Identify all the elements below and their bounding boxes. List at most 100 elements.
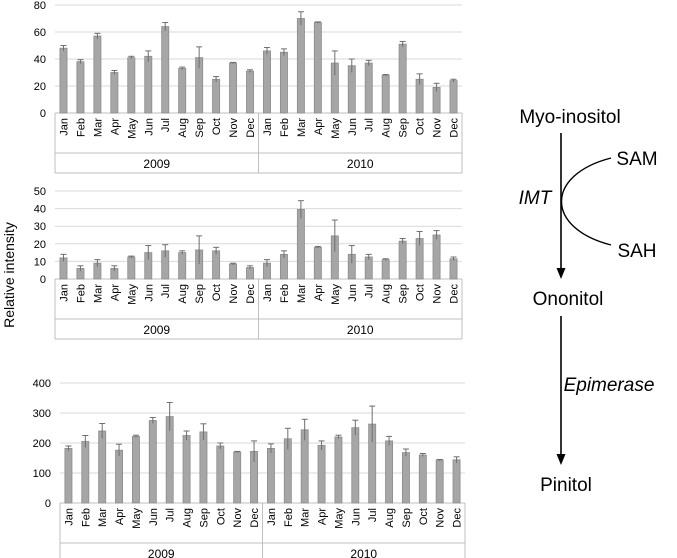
x-tick-label: Feb [75,284,87,303]
bar [127,256,136,280]
x-tick-label: Nov [228,284,240,304]
x-tick-label: Apr [317,508,329,525]
x-tick-label: Jun [143,118,155,136]
x-tick-label: Jul [160,118,172,132]
x-tick-label: Nov [228,118,240,138]
x-tick-label: Aug [384,508,396,528]
x-tick-label: Feb [279,118,291,137]
bar [347,65,356,114]
bar [385,440,394,504]
bar [212,78,221,114]
year-label: 2010 [347,323,374,337]
x-tick-label: Oct [211,118,223,135]
x-tick-label: Apr [313,284,325,301]
bar [115,449,124,504]
x-tick-label: Aug [177,284,189,304]
x-tick-label: Jan [262,284,274,302]
bar [178,252,187,280]
bar [229,62,238,114]
bar [182,435,191,504]
bar [398,43,407,114]
chart-2: 0 10 20 30 40 50 Jan Feb Mar Apr May Jun Jul Aug Sep Oc… [34,186,463,340]
bar [229,263,238,280]
x-tick-label: Jan [58,118,70,136]
x-tick-label: Dec [449,284,461,304]
bar [76,61,85,114]
pathway-cofactor-out: SAH [617,241,656,262]
year-label: 2009 [148,547,175,558]
year-label: 2009 [143,157,170,171]
x-tick-label: Oct [418,508,430,525]
y-tick-label: 40 [34,204,46,216]
bar [381,259,390,280]
y-tick-label: 10 [34,256,46,268]
bar [435,459,444,504]
bar [364,62,373,114]
x-tick-label: Sep [194,284,206,304]
pathway-arrowhead-2 [556,454,566,465]
y-tick-label: 30 [34,221,46,233]
bar [59,47,68,114]
bar [93,35,102,114]
x-tick-label: Jun [148,508,160,526]
x-tick-label: Feb [279,284,291,303]
bar [351,427,360,504]
x-tick-label: Dec [249,508,261,528]
x-tick-label: May [126,284,138,305]
x-tick-label: Jun [347,118,359,136]
x-tick-label: Nov [432,118,444,138]
bar [98,430,107,504]
x-tick-label: Nov [232,508,244,528]
y-tick-label: 0 [45,498,51,510]
bar [110,72,119,114]
bar [81,441,90,504]
x-tick-label: Sep [401,508,413,528]
y-tick-label: 80 [34,0,46,12]
x-tick-label: Jul [160,284,172,298]
x-tick-label: Jun [347,284,359,302]
x-tick-label: Feb [283,508,295,527]
x-tick-label: Sep [398,118,410,138]
pathway-arrowhead-1 [556,268,566,279]
x-tick-label: Dec [245,118,257,138]
x-tick-label: Jan [63,508,75,526]
y-tick-label: 20 [34,81,46,93]
x-tick-label: May [126,118,138,139]
y-tick-label: 100 [33,468,51,480]
pathway-diagram: Myo-inositol SAM SAH IMT Ononitol Epimer… [519,107,658,496]
bar [313,22,322,114]
x-tick-label: Jul [367,508,379,522]
pathway-cofactor-in: SAM [616,149,657,170]
x-tick-label: Aug [381,118,393,138]
bar [401,452,410,504]
bar [144,55,153,114]
x-tick-label: Mar [300,508,312,527]
bar [178,68,187,114]
bar [266,447,275,504]
x-tick-label: Sep [398,284,410,304]
x-tick-label: Dec [452,508,464,528]
x-tick-label: May [333,508,345,529]
bar [364,256,373,280]
x-tick-label: Nov [432,284,444,304]
x-tick-label: Mar [296,118,308,137]
bar [148,420,157,504]
chart-1: 0 20 40 60 80 Jan Feb Mar Apr May Jun Jul Aug Sep Oct N… [34,0,463,174]
bar [212,250,221,280]
x-tick-label: Oct [415,118,427,135]
bar [296,18,305,114]
bar [317,444,326,504]
y-tick-label: 20 [34,239,46,251]
bar [161,26,170,114]
year-label: 2009 [143,323,170,337]
year-label: 2010 [347,157,374,171]
x-tick-label: Aug [381,284,393,304]
bar [449,80,458,114]
bar [246,70,254,114]
x-tick-label: Mar [92,284,104,303]
x-tick-label: Jul [165,508,177,522]
y-tick-label: 0 [40,274,46,286]
x-tick-label: May [330,284,342,305]
pathway-enzyme-1: IMT [519,188,553,209]
